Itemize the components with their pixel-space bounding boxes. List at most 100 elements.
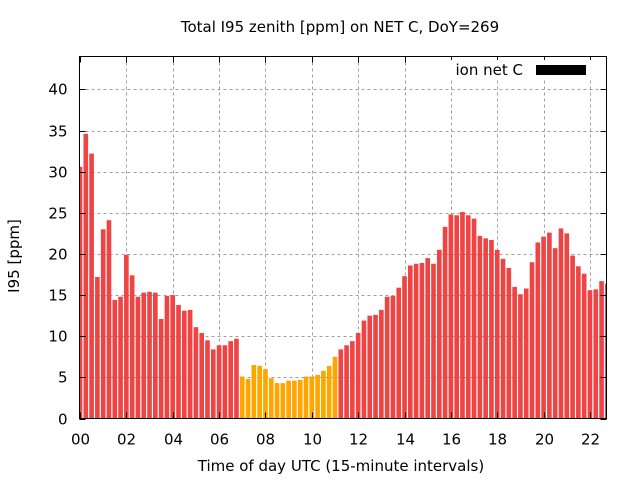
bars xyxy=(80,133,606,419)
bar xyxy=(332,356,338,419)
x-axis-label: Time of day UTC (15-minute intervals) xyxy=(197,457,484,475)
y-tick-labels: 0 5 10 15 20 25 30 35 40 xyxy=(48,81,67,429)
bar xyxy=(605,283,606,419)
bar xyxy=(355,332,361,419)
y-tick-label: 20 xyxy=(48,246,67,264)
x-tick-label: 20 xyxy=(535,431,554,449)
bar xyxy=(106,220,112,419)
x-tick-label: 08 xyxy=(256,431,275,449)
bar xyxy=(379,309,384,419)
legend-label: ion net C xyxy=(456,61,523,79)
bar xyxy=(535,242,541,419)
x-tick-label: 16 xyxy=(442,431,461,449)
bar xyxy=(263,369,268,419)
bar xyxy=(512,286,517,419)
bar xyxy=(228,341,233,419)
x-tick-label: 04 xyxy=(164,431,183,449)
bar xyxy=(576,266,581,419)
bar xyxy=(477,235,483,419)
bar xyxy=(558,228,564,419)
bar xyxy=(489,239,494,419)
bar xyxy=(234,338,239,419)
bar xyxy=(141,292,147,419)
x-tick-label: 18 xyxy=(488,431,507,449)
bar xyxy=(83,133,89,419)
bar xyxy=(599,281,604,419)
bar xyxy=(129,275,135,419)
bar xyxy=(147,291,152,419)
bar xyxy=(587,290,593,419)
bar xyxy=(483,238,488,419)
x-tick-labels: 00 02 04 06 08 10 12 14 16 18 20 22 xyxy=(71,431,600,449)
legend-swatch xyxy=(536,65,586,75)
x-tick-label: 10 xyxy=(303,431,322,449)
bar xyxy=(239,376,245,419)
x-tick-label: 06 xyxy=(210,431,229,449)
y-tick-label: 30 xyxy=(48,164,67,182)
bar xyxy=(164,295,170,419)
bar xyxy=(292,380,297,419)
bar xyxy=(431,263,436,419)
bar xyxy=(547,232,552,419)
bar xyxy=(176,304,181,419)
bar xyxy=(442,226,448,419)
x-tick-label: 22 xyxy=(581,431,600,449)
x-tick-label: 12 xyxy=(349,431,368,449)
bar xyxy=(350,341,355,419)
bar xyxy=(570,255,575,419)
bar xyxy=(153,292,158,419)
bar xyxy=(564,233,570,419)
bar xyxy=(436,249,442,419)
bar xyxy=(187,309,193,419)
bar xyxy=(280,383,286,419)
bar xyxy=(297,379,303,419)
bar xyxy=(373,314,378,419)
bar xyxy=(460,211,465,419)
bar xyxy=(344,345,349,419)
bar xyxy=(286,380,291,419)
bar xyxy=(454,215,459,419)
bar xyxy=(193,327,199,419)
bar xyxy=(303,376,309,419)
bar xyxy=(523,288,529,419)
bar xyxy=(205,340,210,419)
y-tick-label: 15 xyxy=(48,287,67,305)
bar xyxy=(500,258,506,419)
bar xyxy=(367,315,373,419)
y-axis-label: I95 [ppm] xyxy=(5,219,23,293)
bar xyxy=(494,249,500,419)
bar xyxy=(315,374,320,419)
plot-frame xyxy=(79,56,607,419)
bar xyxy=(118,296,123,419)
bar xyxy=(309,376,315,419)
bar xyxy=(581,273,587,419)
bar xyxy=(384,296,390,419)
bar xyxy=(407,265,413,419)
bar xyxy=(95,276,100,419)
bar xyxy=(80,166,83,419)
y-tick-label: 10 xyxy=(48,328,67,346)
bar xyxy=(135,296,141,419)
bar xyxy=(541,236,546,419)
bar xyxy=(257,365,262,419)
bar xyxy=(216,345,222,419)
bar xyxy=(100,229,106,419)
bar xyxy=(465,215,471,419)
bar xyxy=(181,310,187,419)
bar xyxy=(158,318,164,419)
bar xyxy=(448,214,454,419)
y-tick-label: 5 xyxy=(58,369,68,387)
bar xyxy=(326,365,332,419)
bar xyxy=(361,320,367,419)
axis-ticks xyxy=(79,56,607,420)
bar xyxy=(396,287,402,419)
y-tick-label: 0 xyxy=(58,411,68,429)
bar xyxy=(506,267,512,419)
bar xyxy=(210,349,216,419)
bar xyxy=(413,263,419,419)
bar xyxy=(518,294,523,419)
y-tick-label: 40 xyxy=(48,81,67,99)
bar xyxy=(321,370,326,419)
bar xyxy=(112,300,118,419)
